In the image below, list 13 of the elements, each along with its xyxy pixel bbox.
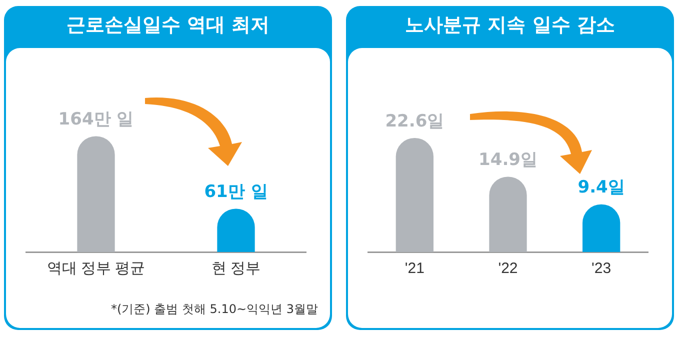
x-tick-label: '21 (404, 260, 424, 278)
data-label: 22.6일 (385, 111, 444, 132)
x-tick-label: 역대 정부 평균 (46, 260, 146, 278)
data-label: 9.4일 (578, 178, 625, 198)
chart-title: 노사분규 지속 일수 감소 (404, 13, 616, 38)
data-label: 14.9일 (478, 150, 538, 170)
data-label: 164만 일 (58, 109, 134, 130)
x-tick-label: '22 (498, 260, 518, 278)
text: *(기준) 출범 첫해 5.10~익익년 3월말 (110, 301, 318, 318)
data-label: 61만 일 (204, 182, 268, 202)
chart-title: 근로손실일수 역대 최저 (65, 13, 271, 38)
x-tick-label: 현 정부 (211, 260, 261, 278)
x-tick-label: '23 (592, 260, 612, 278)
